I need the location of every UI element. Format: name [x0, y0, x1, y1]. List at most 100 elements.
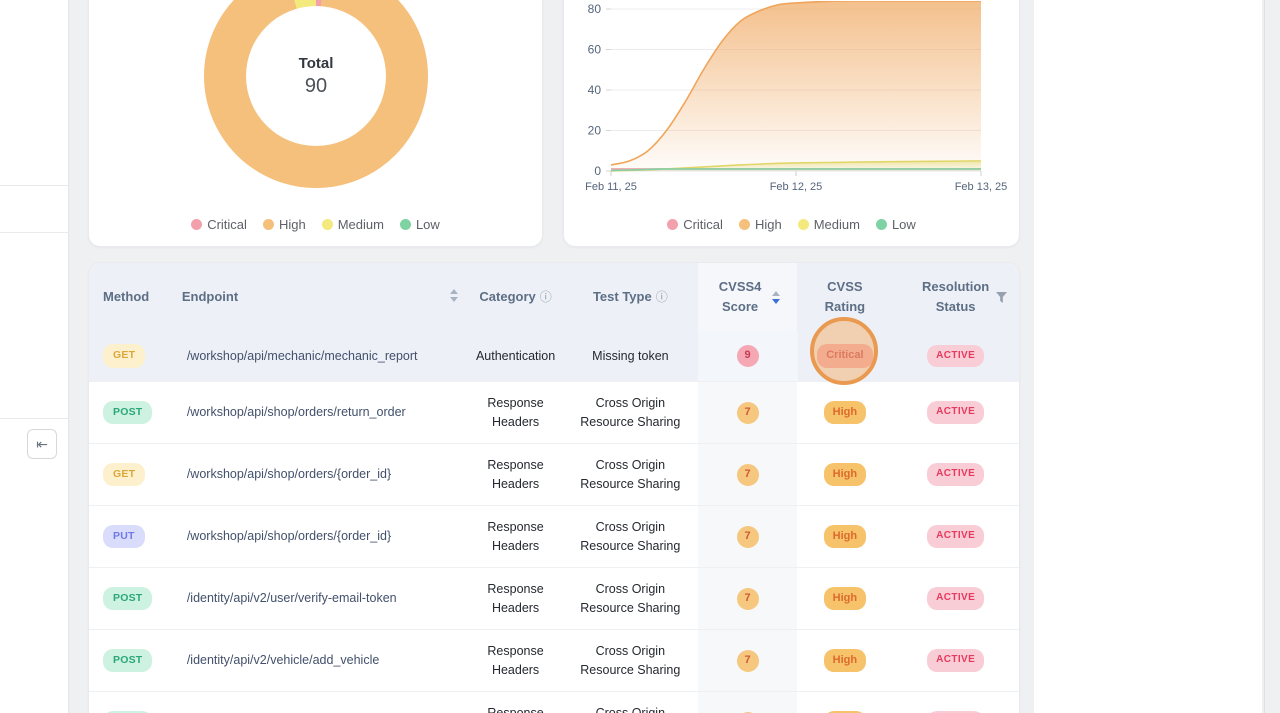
test-type-cell: Missing token [563, 331, 698, 381]
legend-label: Critical [683, 217, 723, 232]
area-series-high [611, 1, 981, 171]
method-cell: POST [89, 568, 179, 629]
category-cell: Response Headers [468, 630, 563, 691]
vulnerabilities-table-card: MethodEndpointCategoryⓘTest TypeⓘCVSS4 S… [88, 262, 1020, 713]
cvss-score-badge: 7 [737, 464, 759, 486]
category-cell: Response Headers [468, 444, 563, 505]
sort-icon[interactable] [772, 291, 780, 304]
severity-trend-card: 020406080Feb 11, 25Feb 12, 25Feb 13, 25 … [563, 0, 1020, 247]
svg-text:Feb 12, 25: Feb 12, 25 [770, 181, 823, 193]
legend-label: Critical [207, 217, 247, 232]
legend-item-medium[interactable]: Medium [798, 217, 860, 232]
cvss-rating-cell: High [797, 630, 892, 691]
category-cell: Authentication [468, 331, 563, 381]
info-icon[interactable]: ⓘ [540, 288, 552, 307]
cvss-score-badge: 7 [737, 526, 759, 548]
legend-item-medium[interactable]: Medium [322, 217, 384, 232]
column-header-endpoint[interactable]: Endpoint [179, 263, 468, 331]
endpoint-cell: /workshop/api/shop/orders/{order_id} [179, 444, 468, 505]
cvss-rating-cell: High [797, 506, 892, 567]
table-row[interactable]: POST/identity/api/v2/vehicle/add_vehicle… [89, 629, 1019, 691]
sort-descending-icon [772, 299, 780, 304]
test-type-cell: Cross Origin Resource Sharing [563, 382, 698, 443]
cvss-score-badge: 7 [737, 402, 759, 424]
left-sidebar-collapsed: ⇤ [0, 0, 69, 713]
svg-text:20: 20 [588, 124, 602, 138]
table-row[interactable]: POST/identity/api/v2/user/verify-email-t… [89, 567, 1019, 629]
column-header-test_type: Test Typeⓘ [563, 263, 698, 331]
test-type-cell: Cross Origin Resource Sharing [563, 568, 698, 629]
cvss-score-cell: 7 [698, 506, 798, 567]
table-row[interactable]: POSTResponse HeadersCross Origin Resourc… [89, 691, 1019, 713]
resolution-status-badge: ACTIVE [927, 587, 984, 610]
method-cell: PUT [89, 506, 179, 567]
column-header-label: CVSS Rating [821, 277, 869, 317]
method-badge: POST [103, 587, 152, 610]
legend-dot-icon [798, 219, 809, 230]
cvss-rating-cell: High [797, 568, 892, 629]
resolution-status-cell: ACTIVE [892, 444, 1019, 505]
legend-label: Low [416, 217, 440, 232]
cvss-rating-badge: High [824, 401, 866, 425]
app-root: ⇤ Total 90 CriticalHighMediumLow 0204060… [0, 0, 1280, 713]
resolution-status-badge: ACTIVE [927, 525, 984, 548]
svg-text:0: 0 [594, 164, 601, 178]
resolution-status-badge: ACTIVE [927, 649, 984, 672]
legend-item-low[interactable]: Low [400, 217, 440, 232]
endpoint-cell: /identity/api/v2/vehicle/add_vehicle [179, 630, 468, 691]
cvss-rating-badge: High [824, 525, 866, 549]
column-header-label: Resolution Status [916, 277, 996, 317]
cvss-score-badge: 7 [737, 650, 759, 672]
column-header-category: Categoryⓘ [468, 263, 563, 331]
legend-dot-icon [400, 219, 411, 230]
endpoint-cell: /identity/api/v2/user/verify-email-token [179, 568, 468, 629]
filter-icon[interactable] [996, 292, 1007, 303]
table-row[interactable]: PUT/workshop/api/shop/orders/{order_id}R… [89, 505, 1019, 567]
legend-dot-icon [191, 219, 202, 230]
column-header-resolution_status[interactable]: Resolution Status [892, 263, 1019, 331]
sort-icon[interactable] [450, 289, 458, 302]
cvss-score-cell: 7 [698, 692, 798, 713]
legend-item-high[interactable]: High [739, 217, 782, 232]
svg-text:60: 60 [588, 43, 602, 57]
legend-item-critical[interactable]: Critical [191, 217, 247, 232]
method-badge: POST [103, 649, 152, 672]
category-cell: Response Headers [468, 692, 563, 713]
cvss-score-badge: 9 [737, 345, 759, 367]
table-row[interactable]: GET/workshop/api/shop/orders/{order_id}R… [89, 443, 1019, 505]
cvss-rating-cell: High [797, 444, 892, 505]
table-row[interactable]: GET/workshop/api/mechanic/mechanic_repor… [89, 331, 1019, 381]
donut-total-value: 90 [305, 75, 327, 98]
column-header-cvss_rating: CVSS Rating [797, 263, 892, 331]
method-cell: GET [89, 444, 179, 505]
page-scrollbar-track[interactable] [1264, 0, 1280, 713]
table-row[interactable]: POST/workshop/api/shop/orders/return_ord… [89, 381, 1019, 443]
legend-dot-icon [667, 219, 678, 230]
method-cell: POST [89, 630, 179, 691]
collapse-sidebar-icon: ⇤ [36, 436, 48, 453]
endpoint-cell: /workshop/api/mechanic/mechanic_report [179, 331, 468, 381]
table-header-row: MethodEndpointCategoryⓘTest TypeⓘCVSS4 S… [89, 263, 1019, 331]
legend-label: Medium [814, 217, 860, 232]
severity-trend-chart[interactable]: 020406080Feb 11, 25Feb 12, 25Feb 13, 25 [564, 1, 1021, 248]
resolution-status-cell: ACTIVE [892, 382, 1019, 443]
legend-dot-icon [322, 219, 333, 230]
resolution-status-badge: ACTIVE [927, 401, 984, 424]
sort-ascending-icon [450, 289, 458, 294]
resolution-status-badge: ACTIVE [927, 345, 984, 368]
endpoint-cell: /workshop/api/shop/orders/{order_id} [179, 506, 468, 567]
info-icon[interactable]: ⓘ [656, 288, 668, 307]
sort-ascending-icon [772, 291, 780, 296]
collapse-sidebar-button[interactable]: ⇤ [27, 429, 57, 459]
legend-item-low[interactable]: Low [876, 217, 916, 232]
column-header-cvss_score[interactable]: CVSS4 Score [698, 263, 798, 331]
cvss-score-cell: 7 [698, 630, 798, 691]
donut-legend: Critical High Medium Low [89, 217, 542, 232]
legend-item-high[interactable]: High [263, 217, 306, 232]
test-type-cell: Cross Origin Resource Sharing [563, 444, 698, 505]
method-cell: POST [89, 692, 179, 713]
method-cell: GET [89, 331, 179, 381]
legend-dot-icon [263, 219, 274, 230]
legend-label: High [755, 217, 782, 232]
legend-item-critical[interactable]: Critical [667, 217, 723, 232]
